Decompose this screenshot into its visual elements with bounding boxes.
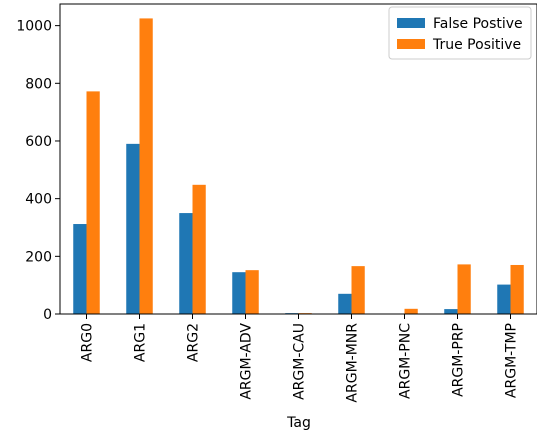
x-tick-label: ARG0 bbox=[80, 323, 96, 362]
x-tick-label: ARGM-PNC bbox=[398, 323, 414, 399]
x-tick-label: ARGM-MNR bbox=[345, 323, 361, 403]
y-tick-label: 400 bbox=[25, 192, 52, 208]
axes-layer: 0 200 400 600 800 1000 ARG0 ARG1 ARG2 ARGM-ADV ARG… bbox=[16, 3, 537, 403]
legend-label: True Positive bbox=[432, 37, 521, 53]
bar-true-positive-argm-mnr bbox=[351, 266, 365, 314]
x-tick-label: ARG2 bbox=[186, 323, 202, 362]
legend-label: False Postive bbox=[433, 16, 523, 32]
y-tick-label: 200 bbox=[25, 249, 52, 265]
bar-false-positive-argm-prp bbox=[444, 309, 458, 314]
bar-false-positive-argm-tmp bbox=[497, 284, 511, 314]
bars-layer bbox=[73, 18, 524, 314]
y-tick-label: 1000 bbox=[16, 19, 52, 35]
bar-true-positive-argm-prp bbox=[457, 264, 471, 314]
bar-true-positive-argm-adv bbox=[245, 270, 259, 314]
x-tick-label: ARGM-ADV bbox=[239, 323, 255, 400]
x-tick-label: ARGM-PRP bbox=[451, 323, 467, 397]
y-tick-label: 600 bbox=[25, 134, 52, 150]
bar-true-positive-arg1 bbox=[139, 18, 153, 314]
bar-true-positive-arg0 bbox=[86, 91, 100, 314]
legend: False Postive True Positive bbox=[388, 6, 532, 60]
bar-false-positive-arg0 bbox=[73, 224, 87, 314]
bar-true-positive-argm-pnc bbox=[404, 308, 418, 314]
bar-true-positive-argm-tmp bbox=[510, 264, 524, 314]
bar-false-positive-argm-adv bbox=[232, 272, 246, 314]
y-tick-label: 0 bbox=[43, 307, 52, 323]
x-tick-label: ARGM-CAU bbox=[292, 323, 308, 400]
x-tick-label: ARG1 bbox=[133, 323, 149, 362]
bar-false-positive-arg2 bbox=[179, 213, 193, 314]
bar-false-positive-arg1 bbox=[126, 143, 140, 314]
bar-true-positive-arg2 bbox=[192, 184, 206, 314]
bar-false-positive-argm-mnr bbox=[338, 293, 352, 314]
x-axis-title: Tag bbox=[286, 415, 311, 431]
x-tick-label: ARGM-TMP bbox=[504, 323, 520, 398]
legend-swatch bbox=[397, 39, 425, 49]
y-tick-label: 800 bbox=[25, 76, 52, 92]
legend-swatch bbox=[397, 18, 425, 28]
